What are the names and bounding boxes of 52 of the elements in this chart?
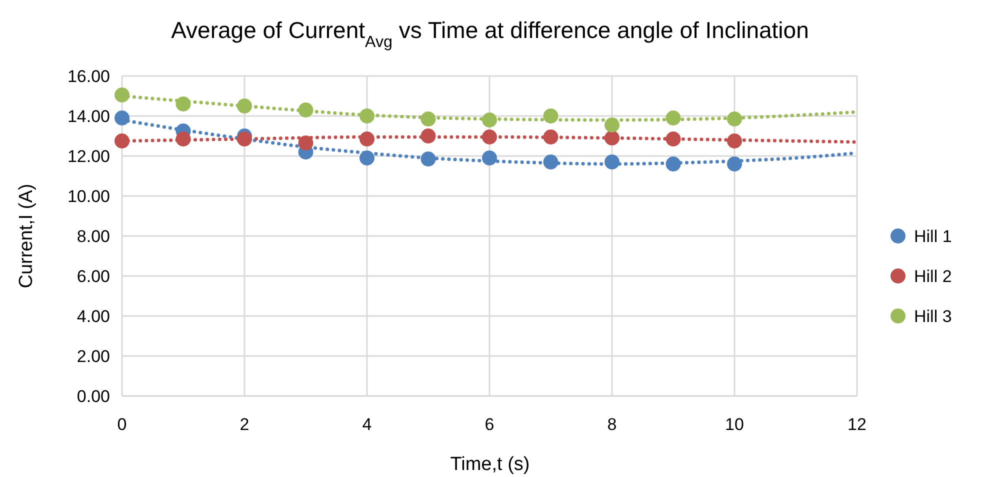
y-tick-label: 4.00 — [76, 306, 110, 326]
point — [482, 112, 498, 128]
point — [359, 150, 375, 166]
point — [359, 132, 375, 146]
point — [543, 108, 558, 124]
y-tick-label: 2.00 — [76, 346, 110, 366]
x-axis-title: Time,t (s) — [450, 454, 530, 475]
point — [298, 136, 314, 150]
x-tick-label: 10 — [725, 415, 744, 434]
point — [726, 112, 742, 126]
y-tick-label: 14.00 — [67, 106, 110, 126]
y-tick-label: 16.00 — [67, 66, 110, 86]
point — [114, 134, 130, 148]
point — [176, 132, 191, 146]
legend-label: Hill 2 — [914, 266, 952, 286]
x-tick-label: 4 — [362, 415, 372, 434]
point — [726, 156, 742, 172]
point — [114, 88, 130, 102]
x-tick-label: 12 — [848, 415, 866, 434]
point — [604, 154, 620, 170]
point — [236, 98, 252, 114]
point — [114, 110, 130, 126]
point — [666, 110, 681, 126]
point — [604, 118, 620, 132]
x-tick-label: 8 — [607, 415, 617, 434]
y-tick-label: 8.00 — [76, 226, 110, 246]
point — [298, 102, 314, 118]
point — [482, 150, 498, 166]
y-tick-label: 10.00 — [67, 186, 110, 206]
legend-label: Hill 3 — [914, 306, 952, 326]
x-tick-label: 6 — [484, 415, 494, 434]
chart-title: Average of Current$_{Avg}$ vs Time at difference angle of Inclination — [171, 17, 809, 51]
point — [176, 96, 191, 112]
point — [604, 130, 620, 146]
point — [482, 130, 498, 144]
x-tick-label: 0 — [117, 415, 127, 434]
point — [359, 108, 375, 124]
point — [420, 152, 436, 166]
legend-label: Hill 1 — [914, 226, 952, 246]
point — [666, 156, 681, 172]
point — [666, 132, 681, 146]
y-tick-label: 12.00 — [67, 146, 110, 166]
x-tick-label: 2 — [240, 415, 250, 434]
point — [726, 134, 742, 148]
y-tick-label: 0.00 — [76, 386, 110, 406]
y-tick-label: 6.00 — [76, 266, 110, 286]
point — [543, 130, 558, 144]
point — [420, 112, 436, 126]
y-axis-title: Current,I (A) — [16, 184, 37, 288]
point — [543, 154, 558, 170]
point — [236, 132, 252, 146]
point — [420, 128, 436, 144]
